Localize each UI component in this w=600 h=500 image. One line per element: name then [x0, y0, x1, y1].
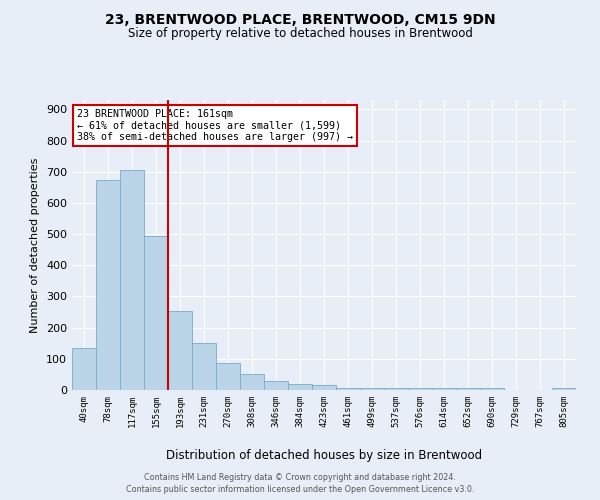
- Bar: [144, 236, 168, 390]
- Bar: [192, 342, 216, 390]
- Text: Size of property relative to detached houses in Brentwood: Size of property relative to detached ho…: [128, 28, 472, 40]
- Bar: [288, 384, 312, 390]
- Bar: [240, 374, 264, 390]
- Bar: [384, 388, 408, 390]
- Bar: [480, 388, 504, 390]
- Bar: [120, 170, 144, 390]
- Text: 23, BRENTWOOD PLACE, BRENTWOOD, CM15 9DN: 23, BRENTWOOD PLACE, BRENTWOOD, CM15 9DN: [104, 12, 496, 26]
- Bar: [96, 180, 120, 390]
- Bar: [408, 388, 432, 390]
- Bar: [216, 363, 240, 390]
- Bar: [72, 348, 96, 390]
- Bar: [336, 388, 360, 390]
- Bar: [168, 312, 192, 390]
- Bar: [312, 386, 336, 390]
- Y-axis label: Number of detached properties: Number of detached properties: [31, 158, 40, 332]
- Bar: [456, 388, 480, 390]
- Text: Contains HM Land Registry data © Crown copyright and database right 2024.: Contains HM Land Registry data © Crown c…: [144, 473, 456, 482]
- Bar: [360, 388, 384, 390]
- Text: 23 BRENTWOOD PLACE: 161sqm
← 61% of detached houses are smaller (1,599)
38% of s: 23 BRENTWOOD PLACE: 161sqm ← 61% of deta…: [77, 108, 353, 142]
- Bar: [264, 382, 288, 390]
- Bar: [432, 388, 456, 390]
- Text: Contains public sector information licensed under the Open Government Licence v3: Contains public sector information licen…: [126, 486, 474, 494]
- Bar: [552, 388, 576, 390]
- Text: Distribution of detached houses by size in Brentwood: Distribution of detached houses by size …: [166, 448, 482, 462]
